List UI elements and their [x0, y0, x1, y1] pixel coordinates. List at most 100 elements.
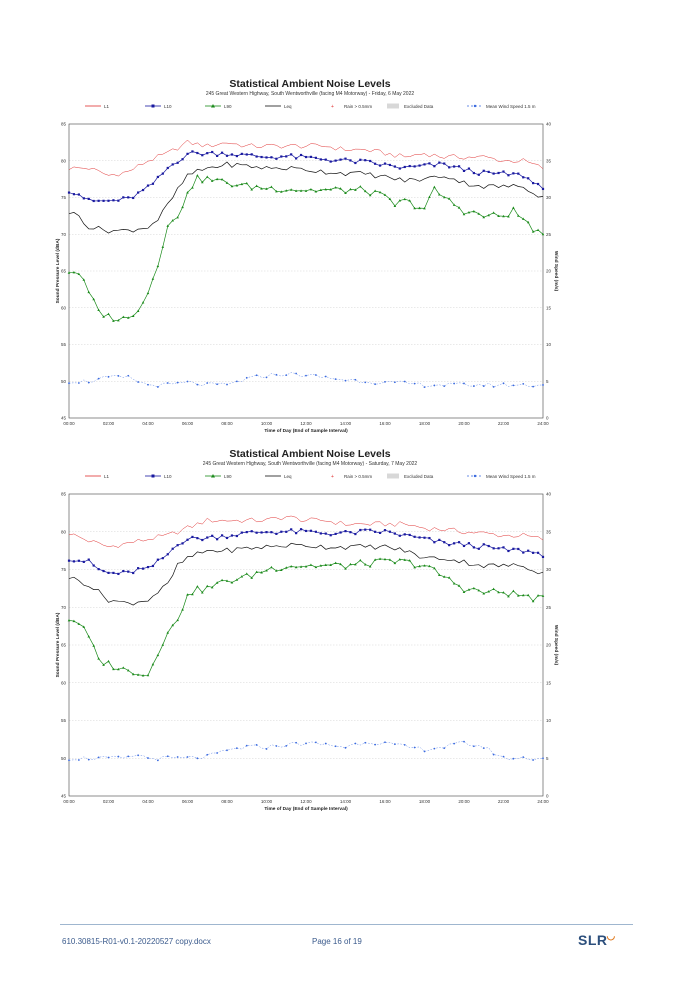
- data-point: [541, 555, 545, 559]
- data-point: [403, 743, 406, 746]
- data-point: [329, 563, 332, 567]
- data-point: [97, 756, 100, 759]
- data-point: [82, 560, 85, 563]
- data-point: [126, 669, 130, 672]
- data-point: [270, 156, 273, 159]
- data-point: [423, 750, 426, 753]
- data-point: [270, 185, 273, 188]
- data-point: [507, 549, 510, 553]
- data-point: [413, 565, 416, 569]
- data-point: [517, 172, 520, 175]
- x-tick-label: 10:00: [261, 421, 273, 426]
- y-tick-label: 60: [61, 305, 67, 310]
- footer-divider: [60, 924, 633, 925]
- data-point: [448, 166, 451, 169]
- x-tick-label: 10:00: [261, 799, 273, 804]
- data-point: [181, 542, 184, 545]
- data-point: [210, 585, 214, 589]
- data-point: [388, 163, 392, 167]
- series-mean-wind-speed-1-5-m: [68, 740, 544, 762]
- data-point: [260, 571, 263, 574]
- data-point: [201, 591, 204, 594]
- data-point: [433, 541, 436, 544]
- data-point: [201, 538, 204, 542]
- data-point: [151, 564, 155, 568]
- data-point: [482, 592, 486, 595]
- data-point: [408, 533, 411, 537]
- data-point: [344, 746, 347, 749]
- data-point: [171, 623, 174, 627]
- data-point: [294, 189, 298, 192]
- legend-label: L10: [164, 104, 172, 109]
- data-point: [191, 535, 194, 539]
- data-point: [290, 153, 293, 156]
- data-point: [423, 564, 426, 567]
- legend-marker: +: [331, 104, 334, 110]
- data-point: [87, 758, 90, 761]
- legend-label: Mean Wind Speed 1.5 m: [486, 104, 536, 109]
- data-point: [166, 166, 169, 170]
- data-point: [393, 381, 396, 384]
- data-point: [265, 156, 268, 159]
- data-point: [275, 373, 278, 376]
- data-point: [72, 560, 76, 563]
- data-point: [497, 171, 500, 175]
- data-point: [374, 530, 377, 533]
- data-point: [418, 564, 421, 568]
- data-point: [408, 164, 411, 168]
- data-point: [107, 199, 110, 202]
- data-point: [433, 747, 436, 750]
- data-point: [532, 759, 535, 761]
- data-point: [309, 529, 313, 532]
- data-point: [457, 541, 461, 544]
- data-point: [314, 374, 317, 376]
- data-point: [482, 747, 485, 750]
- data-point: [136, 309, 140, 312]
- data-point: [423, 536, 426, 539]
- data-point: [265, 376, 268, 379]
- data-point: [304, 529, 308, 533]
- series-l1: [68, 139, 544, 177]
- data-point: [536, 594, 540, 597]
- data-point: [117, 572, 120, 576]
- data-point: [522, 382, 525, 385]
- data-point: [408, 559, 411, 562]
- data-point: [196, 151, 199, 155]
- data-point: [280, 568, 283, 572]
- footer-page-number: Page 16 of 19: [312, 937, 362, 946]
- data-point: [77, 382, 80, 384]
- data-point: [314, 741, 317, 744]
- data-point: [482, 169, 485, 172]
- data-point: [453, 165, 456, 168]
- data-point: [166, 631, 170, 634]
- data-point: [413, 535, 416, 538]
- data-point: [526, 220, 530, 224]
- data-point: [339, 562, 342, 566]
- data-point: [220, 534, 224, 537]
- data-point: [299, 153, 303, 157]
- data-point: [226, 383, 228, 386]
- data-point: [364, 381, 367, 384]
- chart-bottom: Statistical Ambient Noise Levels 245 Gre…: [55, 448, 565, 818]
- data-point: [146, 673, 150, 677]
- y-tick-label: 60: [61, 680, 67, 685]
- y2-tick-label: 10: [546, 342, 552, 347]
- logo-text: SLR: [578, 932, 608, 948]
- data-point: [137, 754, 140, 757]
- data-point: [378, 190, 382, 194]
- data-point: [359, 558, 362, 562]
- plot-frame: [68, 123, 544, 419]
- data-point: [92, 564, 95, 567]
- x-tick-label: 18:00: [419, 421, 431, 426]
- data-point: [536, 551, 540, 554]
- data-point: [438, 193, 441, 196]
- data-point: [240, 152, 243, 155]
- x-tick-label: 14:00: [340, 421, 352, 426]
- data-point: [196, 757, 199, 760]
- data-point: [210, 179, 214, 182]
- data-point: [97, 657, 100, 660]
- data-point: [206, 152, 209, 155]
- data-point: [186, 593, 189, 596]
- y-tick-label: 85: [61, 122, 67, 127]
- y-tick-label: 55: [61, 342, 67, 347]
